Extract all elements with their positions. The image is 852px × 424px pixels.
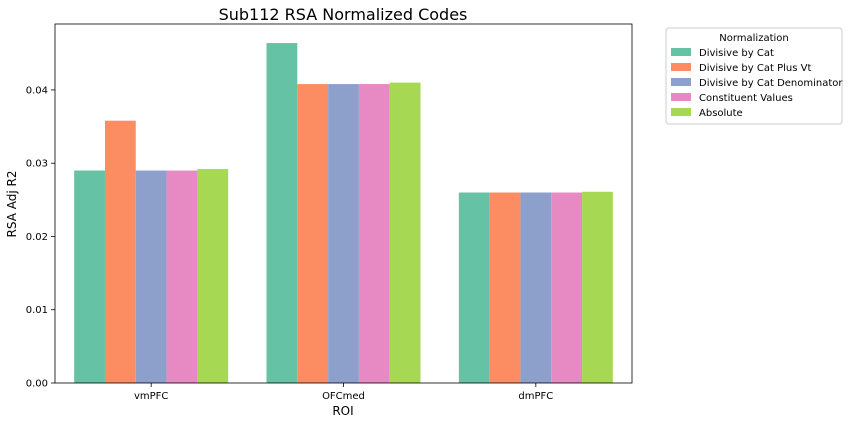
legend-swatch: [671, 48, 691, 56]
bar-dmPFC-1: [489, 192, 521, 383]
legend-swatch: [671, 63, 691, 71]
bar-dmPFC-0: [458, 192, 490, 383]
bar-dmPFC-3: [551, 192, 583, 383]
bar-OFCmed-3: [358, 84, 390, 383]
legend-swatch: [671, 93, 691, 101]
bar-OFCmed-2: [328, 84, 359, 383]
x-axis-label: ROI: [332, 404, 353, 418]
legend-entry-label: Absolute: [699, 108, 743, 119]
legend: Normalization Divisive by Cat Divisive by …: [665, 27, 843, 125]
bar-OFCmed-1: [297, 84, 329, 383]
bar-vmPFC-0: [74, 170, 105, 383]
y-tick-label: 0.01: [26, 305, 48, 316]
x-tick-label: vmPFC: [134, 391, 168, 402]
y-axis-label: RSA Adj R2: [5, 171, 19, 238]
bar-vmPFC-4: [197, 169, 229, 383]
legend-entry-label: Constituent Values: [699, 93, 793, 104]
bar-vmPFC-3: [166, 170, 198, 383]
y-tick-label: 0.04: [26, 85, 48, 96]
legend-entry-label: Divisive by Cat Plus Vt: [699, 63, 811, 74]
legend-title: Normalization: [719, 33, 789, 44]
y-tick-label: 0.00: [26, 379, 48, 390]
y-tick-label: 0.03: [26, 159, 48, 170]
plot-area: vmPFC OFCmed dmPFC 0.00 0.01 0.02 0.03 0.04: [26, 23, 633, 402]
bar-dmPFC-4: [582, 191, 613, 383]
x-tick-label: OFCmed: [322, 391, 365, 402]
chart-title: Sub112 RSA Normalized Codes: [219, 5, 468, 24]
legend-entry-label: Divisive by Cat Denominator: [699, 78, 843, 89]
axes-frame: [54, 23, 633, 384]
legend-swatch: [671, 78, 691, 86]
legend-swatch: [671, 108, 691, 116]
bar-vmPFC-2: [135, 170, 167, 383]
legend-box: [665, 27, 843, 125]
legend-entry-label: Divisive by Cat: [699, 48, 774, 59]
x-tick-label: dmPFC: [518, 391, 553, 402]
bar-OFCmed-0: [266, 43, 298, 384]
y-tick-label: 0.02: [26, 232, 48, 243]
bar-OFCmed-4: [389, 82, 421, 384]
bar-dmPFC-2: [520, 192, 552, 383]
bar-vmPFC-1: [104, 120, 136, 384]
